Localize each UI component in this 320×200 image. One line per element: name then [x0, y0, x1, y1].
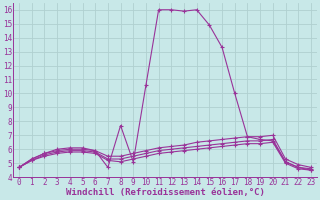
- X-axis label: Windchill (Refroidissement éolien,°C): Windchill (Refroidissement éolien,°C): [66, 188, 264, 197]
